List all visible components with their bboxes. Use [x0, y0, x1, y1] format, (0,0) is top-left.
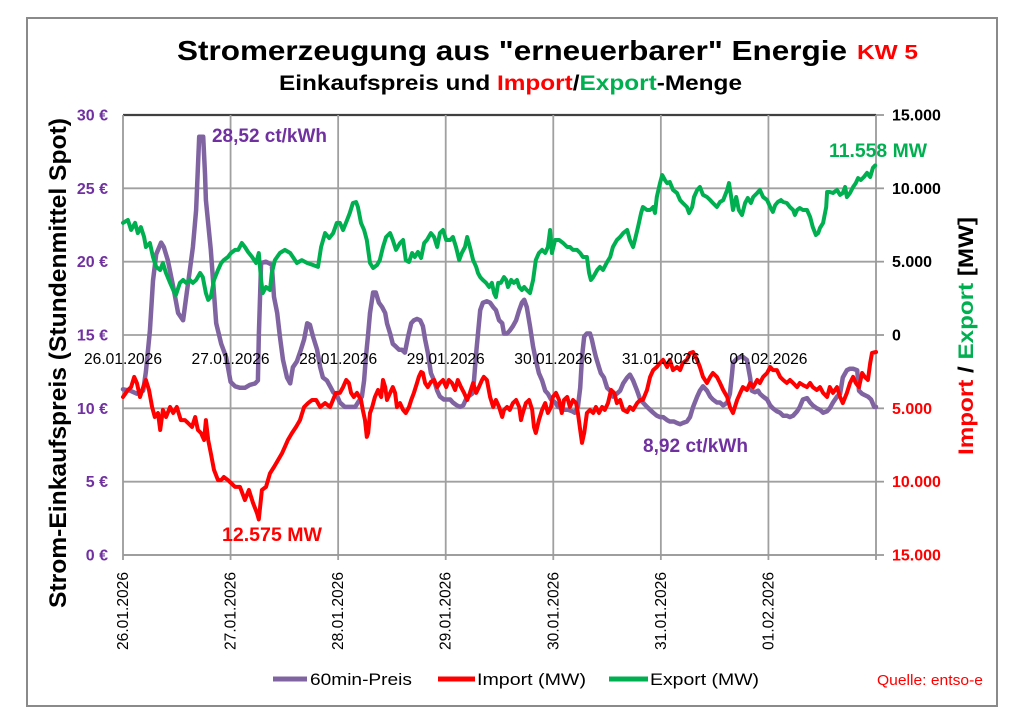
y-right-tick-label: 5.000 — [892, 254, 932, 271]
plot-series — [120, 134, 879, 522]
y-right-title-separator: / — [955, 360, 978, 380]
subtitle-import: Import — [497, 72, 573, 95]
y-left-tick-label: 20 € — [77, 254, 108, 271]
export-last-annotation: 11.558 MW — [829, 141, 927, 162]
y-left-tick-label: 25 € — [77, 181, 108, 198]
legend-label-price: 60min-Preis — [310, 670, 412, 689]
price-max-annotation: 28,52 ct/kWh — [212, 126, 327, 147]
import-max-annotation: 12.575 MW — [222, 525, 322, 546]
mid-date-label: 27.01.2026 — [192, 351, 270, 368]
plot-grid — [122, 113, 877, 560]
chart-frame — [26, 17, 998, 707]
chart-title: Stromerzeugung aus "erneuerbarer" Energi… — [177, 35, 847, 66]
axis-ticks: 0 € 5 € 10 € 15 € 20 € 25 € 30 € 26.01.2026 27.0… — [77, 108, 941, 651]
y-right-tick-label: 5.000 — [892, 401, 932, 418]
y-right-tick-label: 15.000 — [892, 548, 941, 565]
x-tick-label: 26.01.2026 — [115, 572, 132, 650]
legend-label-export: Export (MW) — [650, 670, 759, 689]
subtitle-part1: Einkaufspreis und — [279, 72, 497, 95]
y-right-tick-label: 10.000 — [892, 474, 941, 491]
week-label: KW 5 — [857, 42, 918, 64]
subtitle-part2: -Menge — [657, 72, 742, 95]
y-right-title-unit: [MW] — [955, 217, 978, 283]
y-right-tick-label: 0 — [892, 328, 901, 345]
y-right-axis-title: Import / Export [MW] — [955, 217, 978, 455]
y-left-tick-label: 30 € — [77, 108, 108, 125]
subtitle-slash: / — [573, 72, 580, 95]
mid-date-label: 29.01.2026 — [407, 351, 485, 368]
price-min-annotation: 8,92 ct/kWh — [643, 436, 748, 457]
mid-date-label: 30.01.2026 — [514, 351, 592, 368]
x-tick-label: 28.01.2026 — [330, 572, 347, 650]
series-line-price — [120, 134, 879, 427]
legend: 60min-Preis Import (MW) Export (MW) — [273, 670, 759, 689]
y-left-tick-label: 15 € — [77, 328, 108, 345]
x-tick-label: 27.01.2026 — [223, 572, 240, 650]
x-tick-label: 29.01.2026 — [438, 572, 455, 650]
y-right-tick-label: 10.000 — [892, 181, 941, 198]
y-left-tick-label: 0 € — [86, 548, 108, 565]
y-right-tick-label: 15.000 — [892, 108, 941, 125]
subtitle-export: Export — [580, 72, 657, 95]
mid-date-label: 31.01.2026 — [622, 351, 700, 368]
y-left-axis-title: Strom-Einkaufspreis (Stundenmittel Spot) — [45, 118, 72, 608]
x-tick-label: 01.02.2026 — [760, 572, 777, 650]
source-label: Quelle: entso-e — [877, 672, 983, 689]
series-line-export — [121, 163, 878, 302]
legend-label-import: Import (MW) — [477, 670, 586, 689]
chart-subtitle: Einkaufspreis und Import/Export -Menge — [279, 72, 742, 95]
mid-date-labels: 26.01.2026 27.01.2026 28.01.2026 29.01.2026… — [84, 351, 807, 368]
y-right-title-export: Export — [955, 283, 978, 360]
y-right-title-import: Import — [955, 380, 978, 455]
x-tick-label: 30.01.2026 — [545, 572, 562, 650]
y-left-tick-label: 5 € — [86, 474, 108, 491]
mid-date-label: 01.02.2026 — [729, 351, 807, 368]
mid-date-label: 28.01.2026 — [299, 351, 377, 368]
mid-date-label: 26.01.2026 — [84, 351, 162, 368]
series-line-import — [121, 350, 878, 522]
y-left-tick-label: 10 € — [77, 401, 108, 418]
x-tick-label: 31.01.2026 — [653, 572, 670, 650]
